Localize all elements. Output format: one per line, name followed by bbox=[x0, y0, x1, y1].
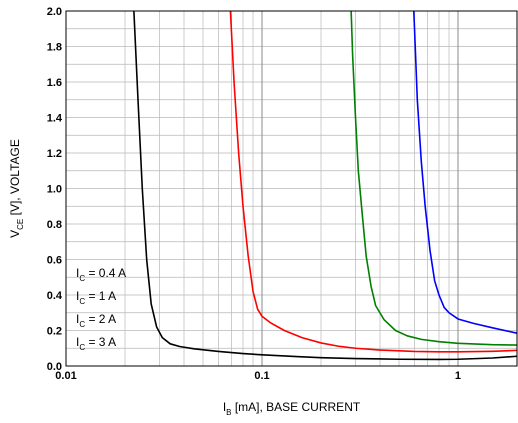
legend-entry-main: I bbox=[76, 335, 79, 349]
legend-entry-rest: = 0.4 A bbox=[85, 266, 126, 280]
tick-labels: 0.01 0.1 1 0.0 0.2 0.4 0.6 0.8 1.0 1.2 1.4 1.6 1.8 2.… bbox=[47, 6, 461, 382]
y-axis-title: VCE [V], VOLTAGE bbox=[8, 139, 25, 238]
legend-entry-main: I bbox=[76, 312, 79, 326]
legend-entry-4: IC = 3 A bbox=[76, 335, 116, 352]
legend-entry-3: IC = 2 A bbox=[76, 312, 116, 329]
series-line-4 bbox=[413, 10, 518, 334]
legend-entry-rest: = 2 A bbox=[85, 312, 116, 326]
y-tick-label: 1.6 bbox=[47, 77, 62, 89]
legend-entry-main: I bbox=[76, 266, 79, 280]
y-axis-title-rest: [V], VOLTAGE bbox=[8, 139, 22, 219]
y-tick-label: 1.8 bbox=[47, 42, 62, 54]
series-line-3 bbox=[350, 10, 518, 346]
x-axis-title-rest: [mA], BASE CURRENT bbox=[232, 400, 361, 414]
legend-entry-sub: C bbox=[79, 297, 85, 306]
legend: IC = 0.4 AIC = 1 AIC = 2 AIC = 3 A bbox=[76, 266, 126, 352]
legend-entry-2: IC = 1 A bbox=[76, 289, 116, 306]
series-group bbox=[133, 10, 518, 361]
y-tick-label: 1.4 bbox=[47, 113, 63, 125]
legend-entry-1: IC = 0.4 A bbox=[76, 266, 126, 283]
x-tick-label: 0.01 bbox=[55, 370, 76, 382]
y-tick-label: 0.8 bbox=[47, 219, 62, 231]
x-axis-title-main: I bbox=[223, 400, 226, 414]
y-tick-label: 0.4 bbox=[47, 290, 63, 302]
y-tick-label: 1.0 bbox=[47, 184, 62, 196]
y-tick-label: 0.6 bbox=[47, 255, 62, 267]
x-tick-label: 0.1 bbox=[254, 370, 269, 382]
y-tick-label: 2.0 bbox=[47, 6, 62, 18]
y-tick-label: 0.2 bbox=[47, 326, 62, 338]
legend-entry-sub: C bbox=[79, 343, 85, 352]
plot-frame bbox=[65, 10, 518, 367]
legend-entry-rest: = 1 A bbox=[85, 289, 116, 303]
series-line-2 bbox=[229, 10, 518, 353]
legend-entry-main: I bbox=[76, 289, 79, 303]
grid bbox=[66, 11, 517, 366]
x-axis-title-sub: B bbox=[226, 408, 231, 417]
x-axis-title: IB [mA], BASE CURRENT bbox=[223, 400, 361, 417]
legend-entry-rest: = 3 A bbox=[85, 335, 116, 349]
series-line-1 bbox=[133, 10, 518, 361]
x-tick-label: 1 bbox=[455, 370, 461, 382]
y-axis-title-sub: CE bbox=[16, 219, 25, 230]
y-axis-title-main: V bbox=[8, 230, 22, 238]
y-tick-label: 1.2 bbox=[47, 148, 62, 160]
y-tick-label: 0.0 bbox=[47, 361, 62, 373]
legend-entry-sub: C bbox=[79, 274, 85, 283]
legend-entry-sub: C bbox=[79, 320, 85, 329]
